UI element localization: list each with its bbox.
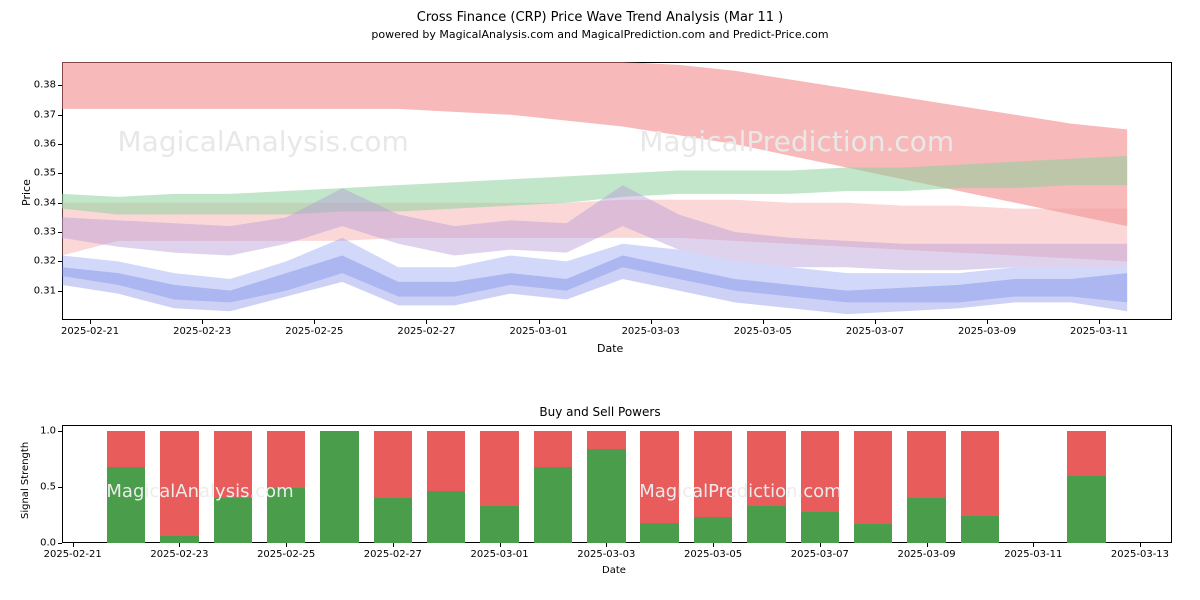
- buy-bar: [374, 498, 412, 543]
- buy-bar: [1067, 476, 1105, 543]
- top-xtick: 2025-03-01: [509, 326, 567, 337]
- buy-bar: [427, 491, 465, 543]
- top-chart-ylabel: Price: [20, 179, 33, 206]
- buy-bar: [587, 449, 625, 543]
- bottom-chart-title: Buy and Sell Powers: [0, 405, 1200, 419]
- bottom-xtick: 2025-02-25: [257, 549, 315, 560]
- bottom-xtick: 2025-03-03: [577, 549, 635, 560]
- top-xtick: 2025-02-23: [173, 326, 231, 337]
- top-chart-xlabel: Date: [597, 342, 623, 355]
- top-ytick: 0.32: [16, 256, 56, 267]
- top-ytick: 0.36: [16, 139, 56, 150]
- bottom-chart-ylabel: Signal Strength: [20, 442, 31, 519]
- bottom-xtick: 2025-02-21: [44, 549, 102, 560]
- buy-bar: [480, 506, 518, 543]
- top-ytick: 0.37: [16, 109, 56, 120]
- buy-bar: [534, 467, 572, 543]
- top-xtick: 2025-03-07: [846, 326, 904, 337]
- bottom-xtick: 2025-03-13: [1111, 549, 1169, 560]
- bottom-xtick: 2025-03-11: [1004, 549, 1062, 560]
- buy-bar: [640, 523, 678, 543]
- bottom-xtick: 2025-03-05: [684, 549, 742, 560]
- sell-bar: [160, 431, 198, 543]
- top-xtick: 2025-03-05: [734, 326, 792, 337]
- buy-bar: [747, 506, 785, 543]
- top-xtick: 2025-02-21: [61, 326, 119, 337]
- buy-bar: [267, 488, 305, 543]
- bottom-xtick: 2025-03-07: [791, 549, 849, 560]
- buy-bar: [907, 498, 945, 543]
- buy-bar: [214, 498, 252, 543]
- top-ytick: 0.31: [16, 285, 56, 296]
- top-chart-title-2: powered by MagicalAnalysis.com and Magic…: [0, 28, 1200, 41]
- top-ytick: 0.38: [16, 80, 56, 91]
- top-ytick: 0.33: [16, 227, 56, 238]
- top-xtick: 2025-03-09: [958, 326, 1016, 337]
- buy-bar: [961, 516, 999, 543]
- top-xtick: 2025-02-27: [397, 326, 455, 337]
- buy-bar: [694, 517, 732, 543]
- buy-bar: [320, 431, 358, 543]
- buy-bar: [107, 467, 145, 543]
- top-chart-title-1: Cross Finance (CRP) Price Wave Trend Ana…: [0, 10, 1200, 25]
- top-xtick: 2025-03-03: [622, 326, 680, 337]
- bottom-ytick: 1.0: [26, 425, 56, 436]
- top-ytick: 0.35: [16, 168, 56, 179]
- bottom-chart-xlabel: Date: [602, 565, 626, 576]
- top-chart-svg: [62, 62, 1172, 320]
- top-xtick: 2025-03-11: [1070, 326, 1128, 337]
- buy-bar: [160, 536, 198, 543]
- bottom-xtick: 2025-03-09: [897, 549, 955, 560]
- buy-bar: [801, 512, 839, 543]
- bottom-ytick: 0.0: [26, 538, 56, 549]
- bottom-xtick: 2025-02-27: [364, 549, 422, 560]
- bottom-xtick: 2025-02-23: [150, 549, 208, 560]
- buy-bar: [854, 524, 892, 543]
- top-xtick: 2025-02-25: [285, 326, 343, 337]
- bottom-xtick: 2025-03-01: [471, 549, 529, 560]
